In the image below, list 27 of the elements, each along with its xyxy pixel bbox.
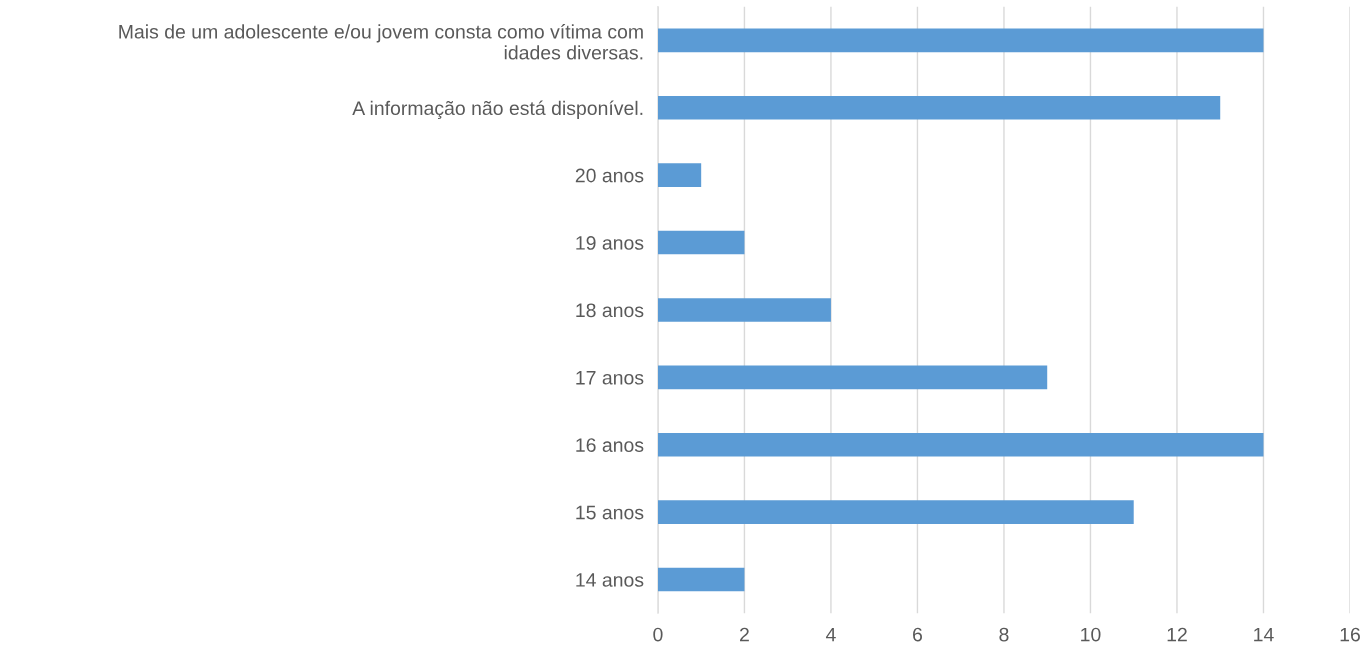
bar	[657, 500, 1134, 524]
x-tick-label: 10	[1081, 627, 1101, 642]
x-tick-label: 4	[825, 627, 836, 642]
x-tick-label: 6	[913, 627, 922, 642]
bar	[657, 95, 1221, 120]
y-tick-label: 19 anos	[576, 236, 644, 250]
x-tick-label: 14	[1254, 627, 1274, 642]
x-tick-label: 12	[1167, 627, 1187, 642]
y-tick-label: 14 anos	[576, 573, 644, 587]
x-tick-label: 8	[999, 627, 1009, 642]
bar	[657, 365, 1048, 390]
bar	[657, 298, 831, 322]
y-tick-label: 15 anos	[576, 505, 644, 520]
bar	[657, 567, 745, 592]
y-tick-label: 18 anos	[576, 303, 644, 318]
y-tick-label: Mais de um adolescente e/ou jovem consta como vítima com idades diversas.	[119, 24, 643, 60]
y-tick-label: 16 anos	[576, 438, 644, 452]
bar	[657, 28, 1264, 53]
bar	[657, 163, 702, 187]
y-tick-label: 20 anos	[575, 168, 644, 183]
x-tick-label: 0	[653, 627, 663, 642]
y-tick-label: 17 anos	[576, 371, 644, 385]
x-tick-label: 2	[740, 627, 749, 642]
y-tick-label: A informação não está disponível.	[352, 100, 643, 120]
bar	[657, 432, 1264, 457]
x-tick-label: 16	[1340, 627, 1360, 642]
bar	[657, 230, 745, 255]
